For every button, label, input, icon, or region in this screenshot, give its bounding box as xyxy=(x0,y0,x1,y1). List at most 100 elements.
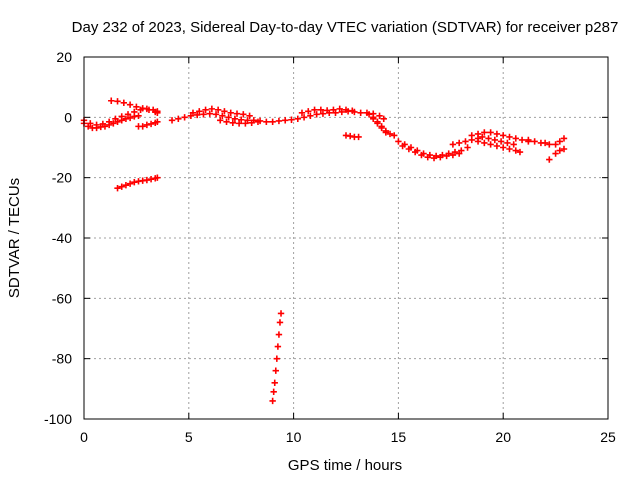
data-point xyxy=(276,319,284,326)
data-point xyxy=(336,105,343,113)
data-point xyxy=(512,147,519,154)
data-point xyxy=(525,136,532,144)
data-point xyxy=(145,106,153,113)
data-point xyxy=(248,119,255,126)
data-point xyxy=(223,118,230,126)
data-point xyxy=(323,107,331,114)
data-point xyxy=(560,145,568,153)
data-point xyxy=(506,145,513,153)
x-tick-label: 15 xyxy=(391,429,407,445)
data-point xyxy=(500,144,507,151)
data-point xyxy=(126,180,134,187)
data-point xyxy=(468,132,475,139)
y-axis-label: SDTVAR / TECUs xyxy=(6,178,23,298)
y-tick-label: -100 xyxy=(44,411,72,427)
data-point xyxy=(411,148,419,156)
series-arc-evening-d xyxy=(525,136,553,148)
chart-title: Day 232 of 2023, Sidereal Day-to-day VTE… xyxy=(72,19,619,36)
data-point xyxy=(464,144,471,151)
data-point xyxy=(474,138,482,145)
data-point xyxy=(330,106,337,113)
series-arc-afternoon-b xyxy=(399,142,463,162)
data-point xyxy=(493,130,501,138)
data-point xyxy=(114,98,121,105)
data-point xyxy=(126,114,134,122)
data-point xyxy=(120,99,128,107)
y-tick-label: 0 xyxy=(64,109,72,125)
data-point xyxy=(541,139,549,147)
data-point xyxy=(147,120,155,128)
data-point xyxy=(518,136,526,144)
data-point xyxy=(516,148,524,156)
data-point xyxy=(200,111,207,118)
data-point xyxy=(311,106,318,113)
data-point xyxy=(282,117,289,124)
data-point xyxy=(288,116,295,123)
data-points xyxy=(80,97,568,405)
data-point xyxy=(317,106,325,113)
y-tick-label: -60 xyxy=(52,290,72,306)
data-point xyxy=(552,141,559,148)
data-point xyxy=(227,109,234,117)
data-point xyxy=(370,115,377,123)
x-tick-label: 0 xyxy=(80,429,88,445)
data-point xyxy=(231,115,239,123)
data-point xyxy=(556,138,563,145)
data-point xyxy=(233,110,241,117)
series-arc-late-b xyxy=(552,135,568,148)
data-point xyxy=(206,110,213,117)
data-point xyxy=(93,121,100,129)
data-point xyxy=(275,117,283,125)
data-point xyxy=(479,133,486,141)
data-point xyxy=(275,331,283,338)
x-tick-label: 10 xyxy=(286,429,302,445)
data-point xyxy=(546,141,553,148)
data-point xyxy=(254,118,262,126)
data-point xyxy=(374,120,381,127)
data-point xyxy=(122,182,130,189)
series-arc-minus-twenty xyxy=(114,174,161,192)
data-point xyxy=(560,135,568,142)
data-point xyxy=(246,112,253,120)
data-point xyxy=(455,139,463,147)
x-tick-label: 20 xyxy=(495,429,511,445)
data-point xyxy=(214,106,222,113)
data-point xyxy=(270,388,277,396)
data-point xyxy=(485,135,492,142)
grid-lines xyxy=(84,57,608,419)
data-point xyxy=(342,106,350,113)
data-point xyxy=(491,136,499,144)
data-point xyxy=(131,178,138,186)
data-point xyxy=(122,115,130,123)
data-point xyxy=(449,141,457,148)
tick-labels: 0 5 10 15 20 25 -100 -80 -60 -40 -20 0 20 xyxy=(44,49,616,445)
data-point xyxy=(319,110,327,117)
data-point xyxy=(405,145,413,153)
data-point xyxy=(481,129,488,136)
data-point xyxy=(189,109,197,117)
data-point xyxy=(556,147,563,154)
data-point xyxy=(504,139,511,147)
data-point xyxy=(455,150,463,157)
data-point xyxy=(531,138,538,145)
data-point xyxy=(506,133,513,141)
data-point xyxy=(365,111,373,118)
data-point xyxy=(546,156,553,163)
data-point xyxy=(376,112,383,120)
data-point xyxy=(272,367,279,374)
data-point xyxy=(437,153,444,161)
series-arc-early-short xyxy=(135,118,161,130)
data-point xyxy=(487,129,494,136)
data-point xyxy=(449,151,457,159)
data-point xyxy=(300,114,308,121)
data-point xyxy=(273,355,281,362)
data-point xyxy=(147,175,155,183)
data-point xyxy=(181,114,188,121)
data-point xyxy=(380,115,387,123)
series-arc-evening-c xyxy=(479,133,517,148)
data-point xyxy=(277,310,285,317)
data-point xyxy=(114,185,121,192)
data-point xyxy=(139,123,146,130)
series-arc-descent-b xyxy=(365,111,390,136)
